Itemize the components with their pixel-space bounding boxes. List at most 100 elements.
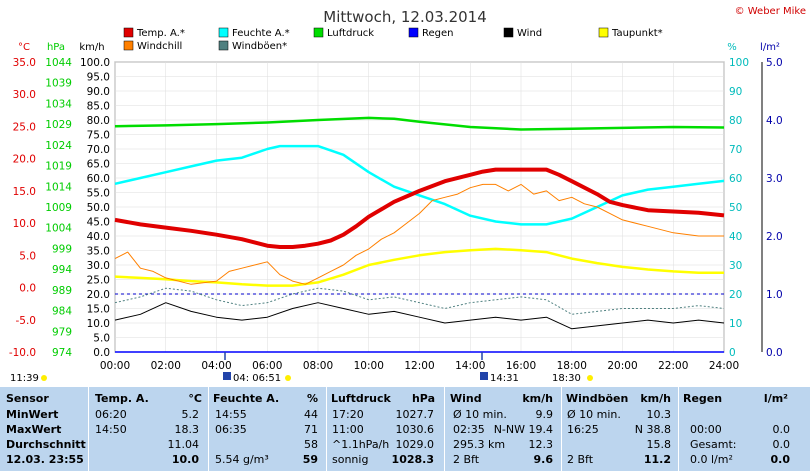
wind-label: 2 Bft xyxy=(453,453,480,466)
legend-label: Feuchte A.* xyxy=(232,28,290,39)
regen-label: Gesamt: xyxy=(690,438,737,451)
statistics-table: Sensor Temp. A. °C Feuchte A.% Luftdruck hPa W… xyxy=(0,387,810,471)
pct-tick-label: 40 xyxy=(729,231,742,243)
kmh-tick-label: 25.0 xyxy=(87,275,110,287)
row-label: MinWert xyxy=(6,408,59,421)
kmh-tick-label: 60.0 xyxy=(87,173,110,185)
x-tick-label: 00:00 xyxy=(100,360,130,372)
hpa-tick-label: 974 xyxy=(52,347,72,359)
pct-tick-label: 20 xyxy=(729,289,742,301)
sunrise-label: 04: 06:51 xyxy=(233,373,281,384)
kmh-tick-label: 45.0 xyxy=(87,217,110,229)
wind-value: 9.6 xyxy=(533,453,554,466)
temp-tick-label: 20.0 xyxy=(13,154,36,166)
boeen-label: Ø 10 min. xyxy=(567,408,621,421)
druck-value: 1029.0 xyxy=(395,438,435,451)
series-line xyxy=(114,247,724,287)
kmh-tick-label: 80.0 xyxy=(87,115,110,127)
regen-value: 0.0 xyxy=(770,453,791,466)
pct-tick-label: 50 xyxy=(729,202,742,214)
legend-label: Regen xyxy=(422,28,454,39)
x-tick-label: 16:00 xyxy=(506,360,536,372)
x-tick-label: 06:00 xyxy=(252,360,282,372)
feuchte-time: 06:35 xyxy=(215,423,247,436)
hpa-tick-label: 1014 xyxy=(45,181,72,193)
pct-tick-label: 60 xyxy=(729,173,742,185)
axis-unit-label: l/m² xyxy=(760,42,780,53)
sun-markers: 11:39 04: 06:51 14:31 18:30 xyxy=(10,352,593,384)
wind-value: 12.3 xyxy=(528,438,554,451)
header-temp-unit: °C xyxy=(188,392,202,405)
hpa-tick-label: 989 xyxy=(52,285,72,297)
pct-tick-label: 0 xyxy=(729,347,736,359)
x-tick-label: 12:00 xyxy=(404,360,434,372)
temp-tick-label: 10.0 xyxy=(13,218,36,230)
feuchte-value: 58 xyxy=(304,438,318,451)
row-label: 12.03. 23:55 xyxy=(6,453,84,466)
temp-tick-label: 30.0 xyxy=(13,89,36,101)
rain-tick-label: 1.0 xyxy=(766,289,783,301)
boeen-value: 10.3 xyxy=(646,408,672,421)
header-luftdruck: Luftdruck xyxy=(331,392,391,405)
header-boeen-unit: km/h xyxy=(640,392,671,405)
wind-detail: N-NW 19.4 xyxy=(493,423,553,436)
kmh-tick-label: 20.0 xyxy=(87,289,110,301)
kmh-tick-label: 95.0 xyxy=(87,72,110,84)
hpa-tick-label: 1044 xyxy=(45,57,72,69)
regen-label: 00:00 xyxy=(690,423,722,436)
series-line xyxy=(114,144,725,226)
druck-value: 1027.7 xyxy=(395,408,435,421)
hpa-tick-label: 979 xyxy=(52,326,72,338)
kmh-tick-label: 100.0 xyxy=(80,57,110,69)
legend-label: Taupunkt* xyxy=(611,28,663,39)
kmh-tick-label: 75.0 xyxy=(87,130,110,142)
kmh-tick-label: 70.0 xyxy=(87,144,110,156)
sunset-time-label: 18:30 xyxy=(552,373,581,384)
rain-tick-label: 3.0 xyxy=(766,173,783,185)
boeen-label: 2 Bft xyxy=(567,453,594,466)
table-separator xyxy=(326,387,327,471)
x-tick-label: 10:00 xyxy=(354,360,384,372)
axis-unit-label: hPa xyxy=(47,42,65,53)
series-line xyxy=(114,116,725,131)
druck-value: 1030.6 xyxy=(395,423,435,436)
rain-tick-label: 4.0 xyxy=(766,115,783,127)
header-temp: Temp. A. xyxy=(95,392,149,405)
boeen-label: 16:25 xyxy=(567,423,599,436)
axis-unit-label: °C xyxy=(18,42,30,53)
hpa-tick-label: 994 xyxy=(52,264,72,276)
temp-time: 14:50 xyxy=(95,423,127,436)
kmh-tick-label: 85.0 xyxy=(87,101,110,113)
pct-tick-label: 10 xyxy=(729,318,742,330)
hpa-tick-label: 1009 xyxy=(45,202,72,214)
wind-label: 02:35 xyxy=(453,423,485,436)
sun-dot xyxy=(41,375,47,381)
header-regen: Regen xyxy=(683,392,723,405)
wind-label: 295.3 km xyxy=(453,438,506,451)
x-tick-label: 24:00 xyxy=(709,360,739,372)
legend-swatch xyxy=(598,27,609,38)
sunrise-icon xyxy=(223,372,231,380)
kmh-tick-label: 15.0 xyxy=(87,304,110,316)
temp-tick-label: 35.0 xyxy=(13,57,36,69)
kmh-tick-label: 50.0 xyxy=(87,202,110,214)
header-wind-unit: km/h xyxy=(522,392,553,405)
legend-swatch xyxy=(313,27,324,38)
series-line xyxy=(114,167,725,249)
legend-label: Windchill xyxy=(137,41,182,52)
legend-swatch xyxy=(218,27,229,38)
legend-label: Luftdruck xyxy=(327,28,374,39)
x-tick-label: 18:00 xyxy=(557,360,587,372)
boeen-value: 11.2 xyxy=(643,453,671,466)
hpa-tick-label: 999 xyxy=(52,243,72,255)
rain-tick-label: 0.0 xyxy=(766,347,783,359)
header-wind: Wind xyxy=(450,392,482,405)
hpa-tick-label: 1024 xyxy=(45,140,72,152)
druck-value: 1028.3 xyxy=(391,453,434,466)
row-label: Durchschnitt xyxy=(6,438,86,451)
legend-swatch xyxy=(408,27,419,38)
legend-swatch xyxy=(123,27,134,38)
x-tick-label: 20:00 xyxy=(607,360,637,372)
feuchte-time: 5.54 g/m³ xyxy=(215,453,269,466)
hpa-tick-label: 1039 xyxy=(45,78,72,90)
